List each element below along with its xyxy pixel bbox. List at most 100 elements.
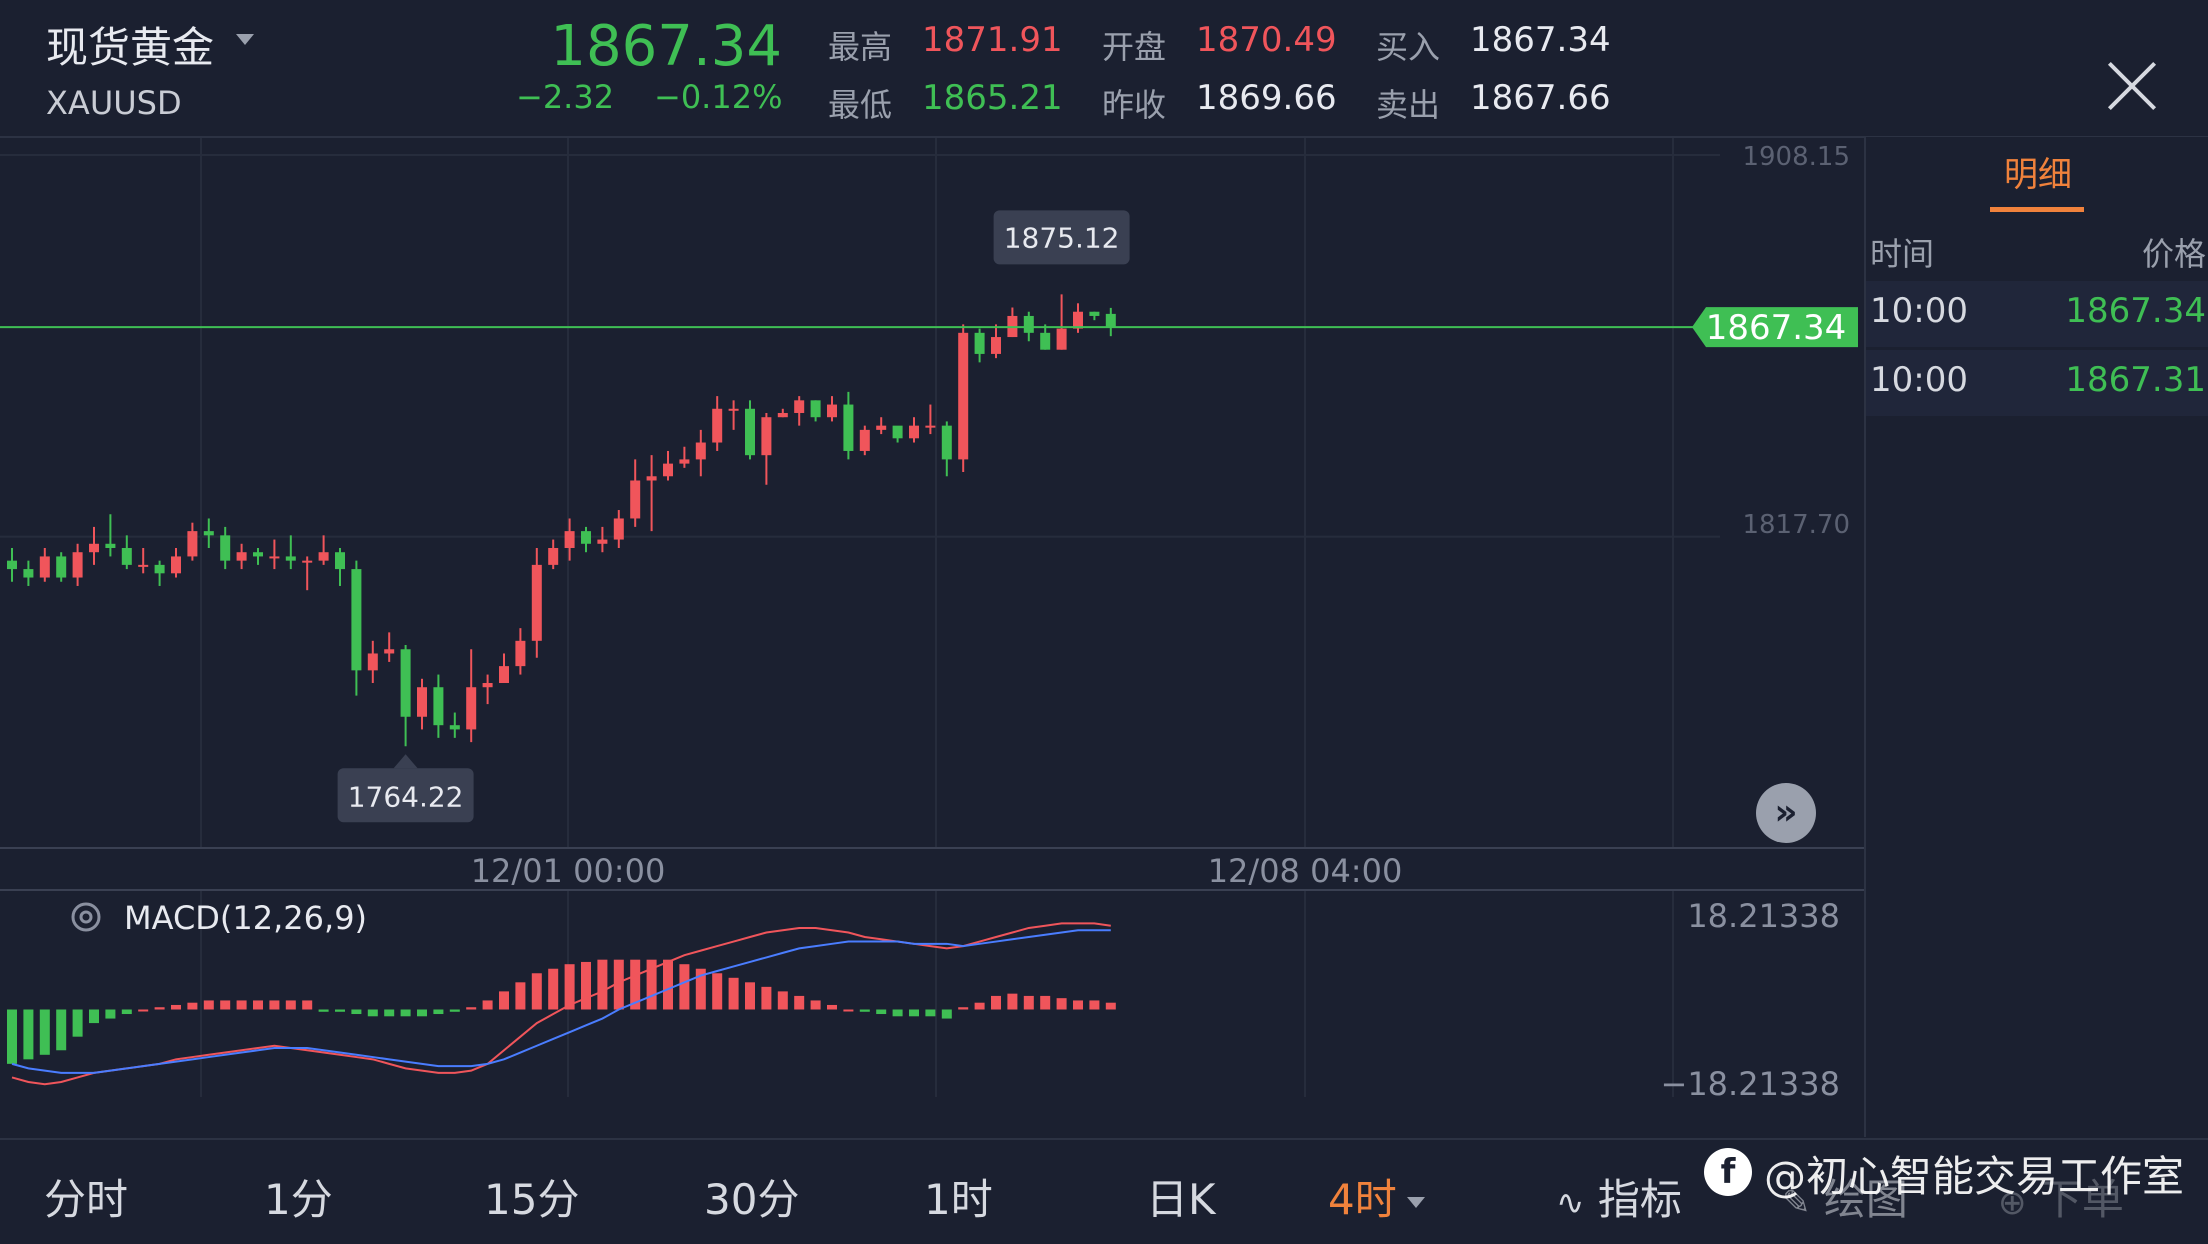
candle [203, 518, 214, 548]
candle [810, 400, 821, 422]
macd-bar [384, 1009, 395, 1017]
tab-15m[interactable]: 15分 [484, 1175, 580, 1224]
current-price-tag: 1867.34 [1692, 307, 1858, 348]
macd-bar [236, 1000, 247, 1010]
macd-settings-icon [71, 902, 101, 932]
candle [220, 526, 231, 570]
open-value: 1870.49 [1196, 20, 1337, 60]
macd-bar [564, 964, 575, 1010]
scroll-latest-button[interactable]: » [1756, 783, 1816, 843]
min-annotation-text: 1764.22 [348, 780, 464, 813]
candle [515, 628, 526, 675]
candle [892, 425, 903, 443]
candle [925, 404, 936, 435]
tab-30m[interactable]: 30分 [704, 1175, 800, 1224]
bid-value: 1867.34 [1470, 20, 1611, 60]
macd-bar [892, 1009, 903, 1017]
low-value: 1865.21 [922, 78, 1063, 118]
candle [269, 539, 280, 570]
macd-bar [958, 1007, 969, 1010]
quote-header: 现货黄金 XAUUSD 1867.34 −2.32 −0.12% 最高 1871… [0, 0, 2208, 138]
candle [581, 526, 591, 553]
symbol-code: XAUUSD [46, 84, 182, 122]
symbol-name[interactable]: 现货黄金 [46, 23, 215, 72]
candle [941, 421, 952, 477]
high-label: 最高 [828, 28, 893, 66]
macd-bar [203, 1000, 214, 1010]
macd-bar [302, 1000, 313, 1010]
macd-bar [1105, 1002, 1116, 1010]
macd-bar [695, 968, 706, 1010]
candle [958, 324, 969, 473]
order-button[interactable]: ⊕ 下单 [1998, 1175, 2124, 1224]
tab-minute[interactable]: 分时 [44, 1175, 129, 1224]
macd-bar [220, 1000, 231, 1010]
macd-bar [761, 986, 772, 1010]
macd-bar [171, 1004, 181, 1010]
watermark-logo: f [1704, 1148, 1752, 1196]
candle [105, 514, 116, 557]
bid-label: 买入 [1376, 28, 1441, 66]
macd-bar [991, 995, 1001, 1010]
pen-icon: ✎ [1782, 1183, 1811, 1223]
candle [909, 417, 919, 443]
macd-bar [367, 1009, 378, 1017]
candle [187, 522, 198, 561]
tab-detail[interactable]: 明细 [2004, 155, 2072, 195]
tab-1m[interactable]: 1分 [264, 1175, 333, 1224]
candle [384, 632, 395, 662]
chart-grid [0, 137, 1720, 1097]
candle [417, 678, 427, 730]
macd-bar [335, 1009, 345, 1012]
macd-bar [253, 1000, 263, 1010]
x-tick-label: 12/08 04:00 [1208, 852, 1403, 890]
draw-button[interactable]: ✎ 绘图 [1782, 1175, 1908, 1224]
macd-bar [1056, 998, 1067, 1010]
candle [351, 560, 362, 696]
macd-bar [531, 973, 542, 1010]
x-tick-label: 12/01 00:00 [471, 852, 666, 890]
candle [56, 552, 67, 582]
macd-bar [941, 1009, 952, 1019]
macd-bar [876, 1009, 887, 1015]
candle [318, 535, 329, 565]
macd-bar [1023, 995, 1034, 1010]
candle [695, 429, 706, 477]
symbol-dropdown-icon[interactable] [236, 34, 254, 45]
candle [1040, 324, 1051, 350]
macd-histogram [7, 959, 1116, 1064]
tab-1h[interactable]: 1时 [924, 1175, 993, 1224]
candle [761, 412, 772, 485]
candle [663, 450, 673, 481]
candle [1073, 303, 1083, 333]
macd-bar [39, 1009, 50, 1055]
macd-bar [515, 982, 526, 1010]
candle [433, 674, 444, 738]
candle [7, 547, 17, 582]
macd-bar [728, 977, 739, 1010]
macd-bar [417, 1009, 427, 1017]
candle [154, 560, 165, 586]
candlestick-chart[interactable]: 1908.15 1817.70 1867.34 1875.12 1764.22 … [0, 137, 1864, 1137]
prev-close-label: 昨收 [1102, 86, 1167, 124]
min-annotation: 1764.22 [337, 754, 474, 823]
candle [974, 328, 985, 363]
candle [794, 396, 805, 426]
candle [121, 535, 132, 570]
indicator-button[interactable]: ∿ 指标 [1556, 1175, 1682, 1224]
macd-bar [925, 1009, 936, 1017]
candle [367, 640, 378, 684]
candle [72, 543, 83, 586]
tab-4h[interactable]: 4时 [1328, 1166, 1425, 1227]
candle [597, 526, 608, 553]
watermark-text: @初心智能交易工作室 [1764, 1152, 2185, 1201]
macd-bar [400, 1009, 411, 1017]
price-change-pct: −0.12% [654, 78, 783, 116]
last-price: 1867.34 [550, 14, 782, 79]
close-icon[interactable] [2104, 58, 2160, 114]
macd-bar [581, 961, 591, 1010]
macd-bar [105, 1009, 116, 1019]
candle [171, 547, 181, 578]
macd-bar [154, 1007, 165, 1010]
tab-daily[interactable]: 日K [1146, 1175, 1216, 1224]
